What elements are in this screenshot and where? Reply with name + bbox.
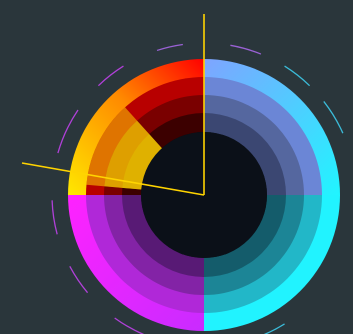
dashed-ring-segment-8 [69, 266, 89, 294]
dashed-ring-segment-1 [57, 109, 79, 154]
dashed-ring-segment-9 [51, 200, 58, 235]
pointer-angled-line[interactable] [21, 162, 205, 196]
hue-dashed-ring [51, 43, 344, 334]
dashed-ring-segment-7 [114, 317, 145, 334]
selection-pointer[interactable] [21, 14, 205, 196]
dashed-ring-segment-6 [323, 101, 344, 134]
dashed-ring-segment-3 [156, 43, 183, 52]
dashed-ring-segment-4 [230, 44, 262, 55]
dashed-ring-segment-10 [263, 323, 285, 334]
dashed-ring-segment-2 [97, 65, 124, 87]
dashed-ring-segment-5 [284, 65, 311, 87]
